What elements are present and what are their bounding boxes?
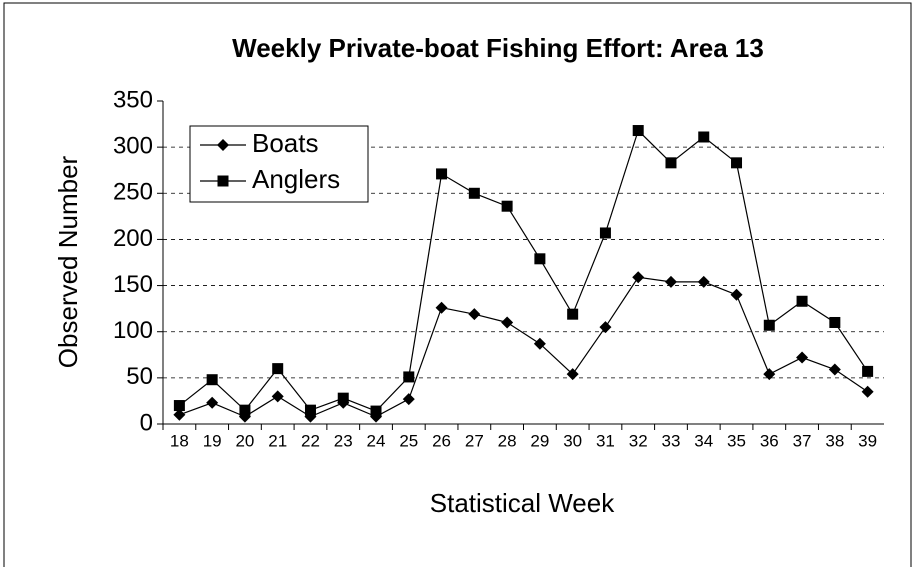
square-marker [370,405,382,417]
legend-label: Anglers [252,164,340,194]
square-marker [829,316,841,328]
diamond-marker [402,393,415,406]
x-tick-label: 25 [399,431,418,450]
chart-border [3,2,912,567]
diamond-marker [828,363,841,376]
x-tick-label: 22 [301,431,320,450]
x-tick-label: 27 [465,431,484,450]
x-tick-label: 36 [760,431,779,450]
y-tick-label: 100 [113,317,153,344]
y-tick-label: 200 [113,225,153,252]
x-tick-label: 32 [629,431,648,450]
diamond-marker [697,275,710,288]
y-axis-label: Observed Number [53,155,83,368]
square-marker [862,365,874,377]
square-marker [763,319,775,331]
square-marker [599,227,611,239]
diamond-marker [435,301,448,314]
square-marker [436,168,448,180]
square-marker [632,125,644,137]
diamond-marker [796,351,809,364]
diamond-marker [217,139,229,151]
diamond-marker [566,368,579,381]
diamond-marker [599,321,612,334]
diamond-marker [271,390,284,403]
square-marker [501,200,513,212]
x-tick-label: 29 [530,431,549,450]
y-tick-label: 350 [113,86,153,113]
y-tick-label: 250 [113,179,153,206]
square-marker [665,157,677,169]
x-tick-label: 28 [498,431,517,450]
square-marker [698,131,710,143]
diamond-marker [861,385,874,398]
x-axis-label: Statistical Week [430,488,615,518]
y-tick-label: 150 [113,271,153,298]
diamond-marker [501,316,514,329]
square-marker [272,363,284,375]
series-line [179,129,869,412]
x-tick-label: 31 [596,431,615,450]
y-tick-label: 50 [126,363,153,390]
diamond-marker [632,271,645,284]
y-tick-label: 0 [140,409,153,436]
x-tick-label: 21 [268,431,287,450]
square-marker [403,371,415,383]
square-marker [173,400,185,412]
x-tick-label: 37 [793,431,812,450]
square-marker [217,175,229,187]
x-tick-label: 34 [694,431,713,450]
x-tick-label: 18 [170,431,189,450]
legend-box [189,125,369,203]
chart-title: Weekly Private-boat Fishing Effort: Area… [232,33,764,63]
diamond-marker [533,337,546,350]
x-tick-label: 35 [727,431,746,450]
square-marker [567,308,579,320]
x-tick-label: 30 [563,431,582,450]
x-tick-label: 39 [858,431,877,450]
square-marker [731,157,743,169]
square-marker [206,374,218,386]
series-line [179,276,868,418]
y-tick-label: 300 [113,132,153,159]
x-tick-label: 20 [235,431,254,450]
x-tick-label: 19 [203,431,222,450]
legend-label: Boats [252,128,319,158]
diamond-marker [173,408,186,421]
x-tick-label: 24 [367,431,386,450]
diamond-marker [763,368,776,381]
diamond-marker [664,275,677,288]
diamond-marker [468,308,481,321]
square-marker [304,404,316,416]
square-marker [468,187,480,199]
square-marker [796,295,808,307]
square-marker [534,253,546,265]
x-tick-label: 23 [334,431,353,450]
square-marker [239,404,251,416]
x-tick-label: 33 [662,431,681,450]
x-tick-label: 26 [432,431,451,450]
x-tick-label: 38 [825,431,844,450]
diamond-marker [206,396,219,409]
square-marker [337,392,349,404]
diamond-marker [730,288,743,301]
